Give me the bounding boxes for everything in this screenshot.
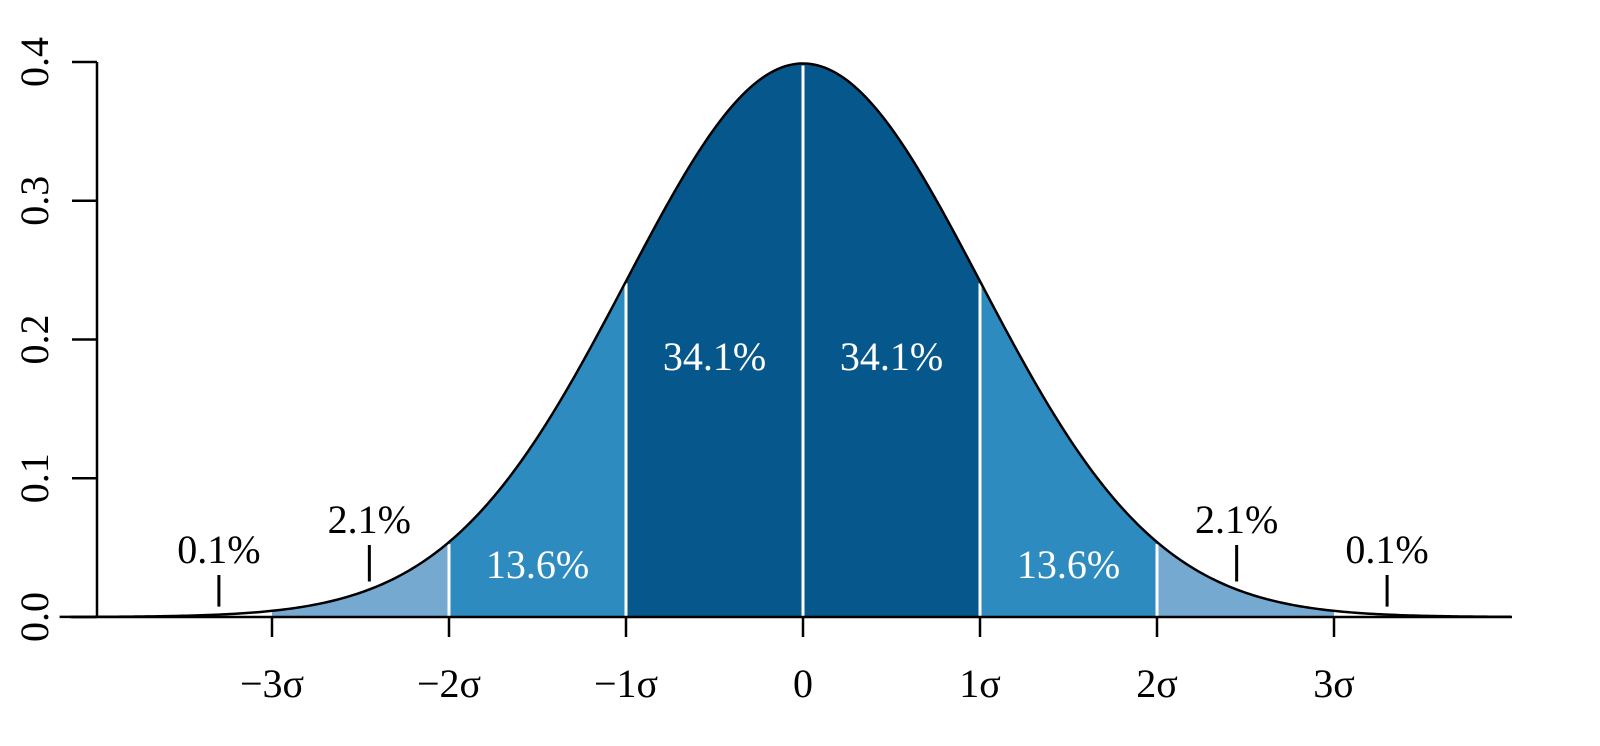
x-axis-ticks: −3σ −2σ −1σ 0 1σ 2σ 3σ bbox=[240, 617, 1355, 706]
band-fill-1 bbox=[272, 542, 449, 617]
x-tick-label: −3σ bbox=[240, 661, 304, 706]
band-percent-label: 13.6% bbox=[1017, 542, 1120, 587]
band-percent-label: 34.1% bbox=[663, 334, 766, 379]
x-tick-label: 0 bbox=[793, 661, 813, 706]
band-percent-label: 0.1% bbox=[177, 527, 260, 572]
density-curve bbox=[59, 62, 1512, 619]
band-fill-4 bbox=[803, 63, 980, 618]
y-tick-label: 0.4 bbox=[12, 37, 57, 87]
y-tick-label: 0.3 bbox=[12, 176, 57, 226]
x-tick-label: −2σ bbox=[417, 661, 481, 706]
band-percent-label: 34.1% bbox=[840, 334, 943, 379]
x-tick-label: 3σ bbox=[1313, 661, 1355, 706]
y-tick-label: 0.0 bbox=[12, 592, 57, 642]
sigma-dividers bbox=[447, 65, 1159, 617]
band-percent-label: 13.6% bbox=[486, 542, 589, 587]
x-tick-label: 1σ bbox=[959, 661, 1001, 706]
percent-labels: 0.1% 2.1% 13.6% 34.1% 34.1% 13.6% 2.1% 0.1% bbox=[177, 334, 1429, 607]
band-fill-6 bbox=[1157, 542, 1334, 617]
y-axis-ticks: 0.0 0.1 0.2 0.3 0.4 bbox=[12, 37, 97, 642]
band-fill-3 bbox=[626, 63, 803, 618]
y-tick-label: 0.1 bbox=[12, 453, 57, 503]
band-percent-label: 2.1% bbox=[328, 497, 411, 542]
band-percent-label: 0.1% bbox=[1345, 527, 1428, 572]
x-tick-label: 2σ bbox=[1136, 661, 1178, 706]
x-tick-label: −1σ bbox=[594, 661, 658, 706]
band-percent-label: 2.1% bbox=[1195, 497, 1278, 542]
y-tick-label: 0.2 bbox=[12, 315, 57, 365]
